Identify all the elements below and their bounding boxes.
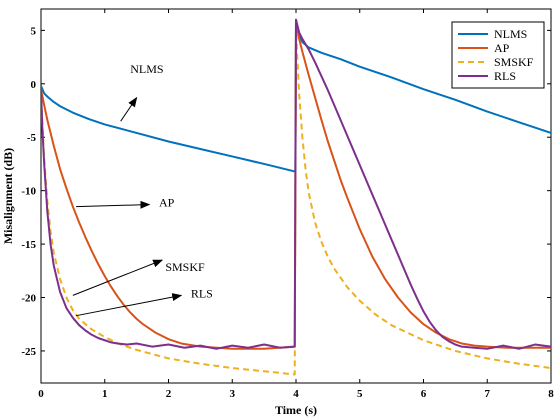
annotation-arrow [72, 259, 164, 296]
y-tick-label: -15 [21, 239, 36, 251]
x-tick-label: 7 [485, 388, 491, 400]
x-tick-label: 6 [421, 388, 427, 400]
y-tick-label: 0 [31, 79, 37, 91]
legend-label: RLS [494, 69, 516, 83]
legend-label: AP [494, 41, 510, 55]
x-tick-label: 3 [230, 388, 236, 400]
x-tick-label: 8 [548, 388, 554, 400]
annotation-label: NLMS [130, 62, 163, 76]
y-tick-label: -5 [27, 132, 37, 144]
annotation-arrow [120, 96, 138, 122]
annotation-label: AP [159, 196, 175, 210]
annotation-label: SMSKF [165, 260, 205, 274]
y-axis-title: Misalignment (dB) [1, 148, 15, 244]
y-tick-label: -10 [21, 186, 36, 198]
legend-label: NLMS [494, 27, 527, 41]
x-tick-label: 4 [293, 388, 299, 400]
annotations: NLMS AP SMSKF RLS [72, 62, 213, 317]
annotation-arrow [75, 293, 183, 317]
x-axis-title: Time (s) [275, 403, 317, 417]
annotation-label: RLS [191, 287, 213, 301]
series-lines [41, 18, 551, 376]
x-tick-label: 1 [102, 388, 108, 400]
x-tick-label: 5 [357, 388, 363, 400]
annotation-arrow [76, 200, 151, 209]
legend-label: SMSKF [494, 55, 534, 69]
series-line-rls [41, 18, 551, 350]
y-tick-label: -25 [21, 346, 36, 358]
y-tick-label: -20 [21, 293, 36, 305]
y-tick-label: 5 [31, 25, 37, 37]
series-line-smskf [41, 24, 551, 376]
x-tick-label: 2 [166, 388, 172, 400]
axes: 0 1 2 3 4 5 6 7 8 5 0 -5 -10 -15 -20 -25 [21, 8, 554, 400]
x-tick-label: 0 [38, 388, 44, 400]
